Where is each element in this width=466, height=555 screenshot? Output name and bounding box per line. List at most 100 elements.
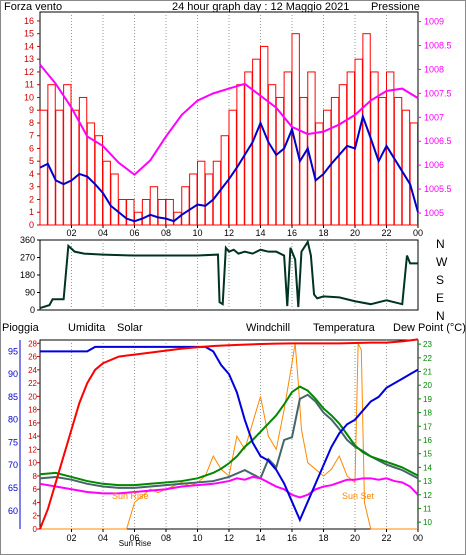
x-tick-label: 10	[192, 533, 202, 543]
x-tick-label: 20	[350, 533, 360, 543]
rain-y-tick-label: 6	[33, 485, 38, 494]
x-tick-label: 02	[66, 533, 76, 543]
humidity-y-tick-label: 85	[8, 392, 18, 402]
humidity-y-tick-label: 65	[8, 483, 18, 493]
windchill-title: Windchill	[246, 322, 291, 334]
wind-y-tick-label: 2	[29, 194, 34, 204]
sunrise-annotation: Sun Rise	[112, 491, 149, 501]
x-tick-label: 20	[350, 228, 360, 238]
pressure-y-tick-label: 1007	[424, 112, 444, 122]
graph-title: 24 hour graph day : 12 Maggio 2021	[172, 1, 349, 13]
wind-y-tick-label: 3	[29, 182, 34, 192]
rain-y-tick-label: 4	[33, 498, 38, 507]
direction-y-tick-label: 90	[25, 288, 35, 298]
direction-y-tick-label: 180	[20, 270, 35, 280]
dewpoint-series-line	[39, 475, 419, 499]
dewpoint-axis-title: Dew Point (°C)	[393, 322, 466, 334]
pressure-y-tick-label: 1005.5	[424, 184, 452, 194]
direction-y-tick-label: 360	[20, 235, 35, 245]
wind-axis-title: Forza vento	[4, 1, 62, 13]
wind-y-tick-label: 6	[29, 143, 34, 153]
temp-y-tick-label: 18	[423, 409, 432, 418]
wind-y-tick-label: 10	[24, 92, 34, 102]
rain-series-line	[39, 338, 419, 530]
rain-y-tick-label: 26	[28, 353, 37, 362]
x-tick-label: 16	[287, 228, 297, 238]
x-tick-label: 18	[318, 228, 328, 238]
wind-y-tick-label: 13	[24, 54, 34, 64]
wind-y-tick-label: 15	[24, 29, 34, 39]
wind-y-tick-label: 11	[25, 80, 34, 90]
x-tick-label: 08	[161, 533, 171, 543]
wind-y-tick-label: 7	[29, 131, 34, 141]
rain-y-tick-label: 24	[28, 366, 37, 375]
rain-y-tick-label: 12	[28, 445, 37, 454]
x-tick-label: 04	[98, 228, 108, 238]
rain-y-tick-label: 0	[33, 525, 38, 534]
x-tick-label: 22	[381, 228, 391, 238]
rain-y-tick-label: 2	[33, 512, 38, 521]
rain-y-tick-label: 22	[28, 379, 37, 388]
pressure-y-tick-label: 1006.5	[424, 136, 452, 146]
rain-y-tick-label: 8	[33, 472, 38, 481]
temp-y-tick-label: 10	[423, 518, 432, 527]
wind-y-tick-label: 0	[29, 220, 34, 230]
humidity-y-tick-label: 60	[8, 506, 18, 516]
sunrise-axis-label: Sun Rise	[119, 539, 152, 548]
pressure-y-tick-label: 1009	[424, 17, 444, 27]
rain-y-tick-label: 18	[28, 406, 37, 415]
rain-axis-title: Pioggia	[2, 322, 39, 334]
wind-y-tick-label: 4	[29, 169, 34, 179]
x-tick-label: 00	[413, 228, 423, 238]
temperature-title: Temperatura	[313, 322, 375, 334]
direction-letter-s: S	[436, 273, 445, 287]
pressure-y-tick-label: 1005	[424, 208, 444, 218]
graph-title-text: 24 hour graph day : 12 Maggio 2021	[172, 1, 350, 13]
wind-y-tick-label: 12	[24, 67, 34, 77]
x-tick-label: 08	[161, 228, 171, 238]
pressure-y-tick-label: 1008	[424, 64, 444, 74]
direction-letter-w: W	[436, 255, 448, 269]
rain-y-tick-label: 10	[28, 459, 37, 468]
x-tick-label: 18	[318, 533, 328, 543]
rain-y-tick-label: 28	[28, 339, 37, 348]
pressure-y-tick-label: 1008.5	[424, 41, 452, 51]
humidity-y-tick-label: 75	[8, 437, 18, 447]
gust-series-line	[39, 113, 419, 223]
wind-bar	[409, 122, 418, 226]
rain-y-tick-label: 14	[28, 432, 37, 441]
pressure-axis-title-text: Pressione	[371, 1, 420, 13]
x-tick-label: 06	[129, 228, 139, 238]
humidity-series-line	[40, 345, 419, 523]
solar-title: Solar	[117, 322, 143, 334]
x-tick-label: 04	[98, 533, 108, 543]
pressure-y-tick-label: 1007.5	[424, 88, 452, 98]
pressure-axis-title: Pressione	[371, 1, 420, 13]
temp-y-tick-label: 16	[423, 436, 432, 445]
temp-y-tick-label: 15	[423, 450, 432, 459]
x-tick-label: 00	[413, 533, 423, 543]
direction-letter-e: E	[436, 291, 445, 305]
temp-y-tick-label: 12	[423, 491, 432, 500]
wind-y-tick-label: 9	[29, 105, 34, 115]
humidity-y-tick-label: 80	[8, 415, 18, 425]
direction-letter-n-top: N	[436, 237, 445, 251]
temp-y-tick-label: 13	[423, 477, 432, 486]
wind-y-tick-label: 5	[29, 156, 34, 166]
temperature-series-line	[39, 385, 419, 487]
temp-y-tick-label: 11	[423, 504, 432, 513]
temp-y-tick-label: 14	[423, 463, 432, 472]
x-tick-label: 12	[224, 533, 234, 543]
direction-y-tick-label: 270	[20, 253, 35, 263]
humidity-y-tick-label: 70	[8, 460, 18, 470]
temp-y-tick-label: 17	[423, 422, 432, 431]
rain-y-tick-label: 20	[28, 392, 37, 401]
humidity-y-tick-label: 90	[8, 369, 18, 379]
x-tick-label: 10	[192, 228, 202, 238]
wind-y-tick-label: 1	[29, 207, 34, 217]
x-tick-label: 02	[66, 228, 76, 238]
temp-y-tick-label: 21	[423, 368, 432, 377]
humidity-y-tick-label: 95	[8, 346, 18, 356]
temp-y-tick-label: 22	[423, 354, 432, 363]
